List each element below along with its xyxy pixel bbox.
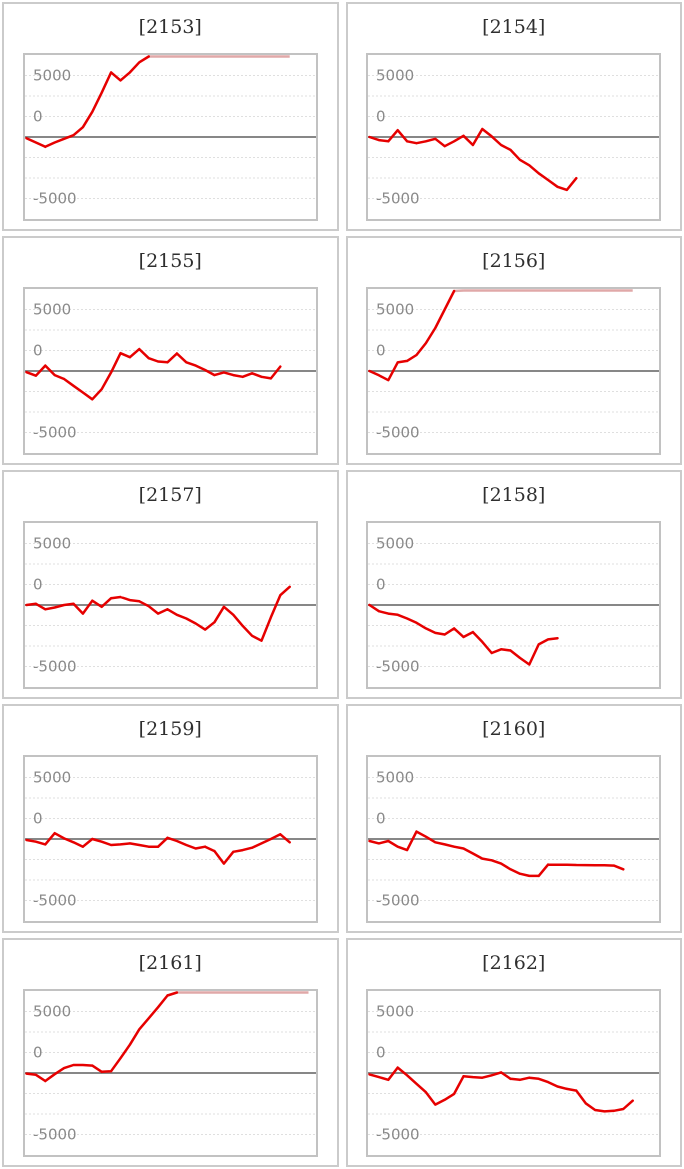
chart-panel-2162: [2162] 5000 0 -5000 — [345, 938, 682, 1167]
y-tick-label: 5000 — [33, 67, 71, 85]
y-tick-label: 0 — [376, 1044, 386, 1062]
series-line — [25, 347, 282, 401]
chart-panel-2161: [2161] 5000 0 -5000 — [2, 938, 339, 1167]
y-tick-label: -5000 — [376, 658, 420, 676]
plot-area: 5000 0 -5000 — [22, 755, 318, 923]
plot-area: 5000 0 -5000 — [22, 53, 318, 221]
chart-title: [2161] — [138, 952, 202, 974]
series-line-clipped — [454, 289, 633, 293]
series-line — [368, 289, 456, 382]
plot-area: 5000 0 -5000 — [366, 521, 662, 689]
y-tick-label: -5000 — [33, 190, 77, 208]
series-line — [25, 991, 178, 1083]
y-tick-label: -5000 — [376, 892, 420, 910]
y-tick-label: 0 — [376, 108, 386, 126]
chart-panel-2153: [2153] 5000 0 -5000 — [2, 2, 339, 231]
y-tick-label: 5000 — [376, 769, 414, 787]
y-tick-label: 0 — [33, 108, 43, 126]
y-tick-label: 0 — [376, 576, 386, 594]
y-tick-label: 5000 — [33, 301, 71, 319]
y-tick-label: 0 — [376, 342, 386, 360]
plot-area: 5000 0 -5000 — [22, 989, 318, 1157]
y-tick-label: 0 — [33, 810, 43, 828]
slump-graph: 5000 0 -5000 — [368, 535, 660, 676]
chart-panel-2156: [2156] 5000 0 -5000 — [345, 236, 682, 465]
y-tick-label: 5000 — [33, 535, 71, 553]
slump-graph: 5000 0 -5000 — [368, 67, 660, 208]
chart-title: [2157] — [138, 484, 202, 506]
chart-title: [2158] — [482, 484, 546, 506]
y-tick-label: 5000 — [376, 67, 414, 85]
y-tick-label: 5000 — [33, 769, 71, 787]
slump-graph: 5000 0 -5000 — [24, 991, 316, 1144]
slump-graph: 5000 0 -5000 — [368, 1003, 660, 1144]
chart-panel-2159: [2159] 5000 0 -5000 — [2, 704, 339, 933]
plot-area: 5000 0 -5000 — [366, 755, 662, 923]
plot-area: 5000 0 -5000 — [22, 521, 318, 689]
slump-graph: 5000 0 -5000 — [368, 289, 660, 442]
y-tick-label: 5000 — [376, 1003, 414, 1021]
chart-title: [2155] — [138, 250, 202, 272]
series-line — [25, 585, 291, 642]
chart-panel-2157: [2157] 5000 0 -5000 — [2, 470, 339, 699]
y-tick-label: 5000 — [376, 301, 414, 319]
y-tick-label: 0 — [33, 342, 43, 360]
chart-title: [2156] — [482, 250, 546, 272]
chart-panel-2158: [2158] 5000 0 -5000 — [345, 470, 682, 699]
y-tick-label: 0 — [33, 1044, 43, 1062]
y-tick-label: 0 — [376, 810, 386, 828]
y-tick-label: 5000 — [33, 1003, 71, 1021]
slump-graph: 5000 0 -5000 — [24, 301, 316, 442]
series-line — [368, 127, 578, 192]
series-line — [368, 1066, 635, 1113]
slump-graph: 5000 0 -5000 — [24, 769, 316, 910]
chart-panel-2160: [2160] 5000 0 -5000 — [345, 704, 682, 933]
y-tick-label: -5000 — [376, 1126, 420, 1144]
chart-title: [2162] — [482, 952, 546, 974]
plot-area: 5000 0 -5000 — [366, 53, 662, 221]
series-line — [368, 830, 625, 878]
series-line — [368, 603, 559, 666]
y-tick-label: 0 — [33, 576, 43, 594]
slump-graph: 5000 0 -5000 — [24, 535, 316, 676]
y-tick-label: -5000 — [33, 892, 77, 910]
y-tick-label: 5000 — [376, 535, 414, 553]
y-tick-label: -5000 — [33, 1126, 77, 1144]
y-tick-label: -5000 — [33, 424, 77, 442]
y-tick-label: -5000 — [376, 190, 420, 208]
slump-graph: 5000 0 -5000 — [368, 769, 660, 910]
series-line — [25, 831, 291, 865]
slump-graph: 5000 0 -5000 — [24, 55, 316, 208]
series-line — [25, 55, 150, 149]
chart-panel-2154: [2154] 5000 0 -5000 — [345, 2, 682, 231]
chart-title: [2159] — [138, 718, 202, 740]
chart-title: [2154] — [482, 16, 546, 38]
y-tick-label: -5000 — [376, 424, 420, 442]
plot-area: 5000 0 -5000 — [366, 287, 662, 455]
chart-panel-2155: [2155] 5000 0 -5000 — [2, 236, 339, 465]
chart-title: [2160] — [482, 718, 546, 740]
chart-title: [2153] — [138, 16, 202, 38]
y-tick-label: -5000 — [33, 658, 77, 676]
plot-area: 5000 0 -5000 — [366, 989, 662, 1157]
plot-area: 5000 0 -5000 — [22, 287, 318, 455]
